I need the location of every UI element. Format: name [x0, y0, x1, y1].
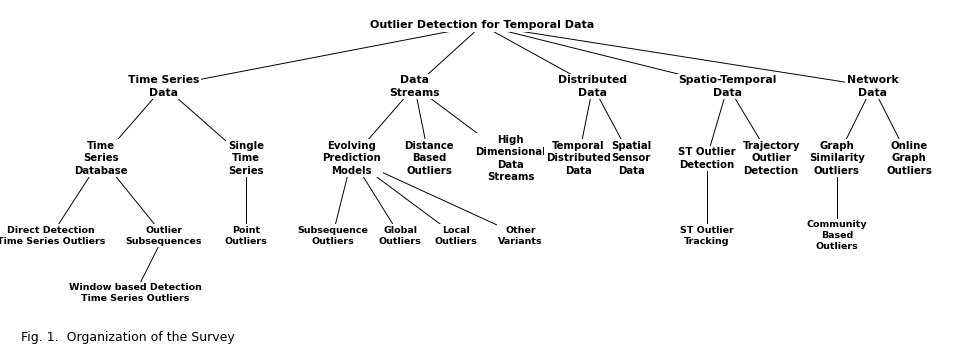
Text: Global
Outliers: Global Outliers: [379, 226, 421, 246]
Text: Temporal
Distributed
Data: Temporal Distributed Data: [546, 141, 611, 176]
Text: Graph
Similarity
Outliers: Graph Similarity Outliers: [809, 141, 865, 176]
Text: Other
Variants: Other Variants: [498, 226, 543, 246]
Text: Community
Based
Outliers: Community Based Outliers: [807, 220, 867, 251]
Text: Spatial
Sensor
Data: Spatial Sensor Data: [611, 141, 652, 176]
Text: Data
Streams: Data Streams: [389, 75, 440, 98]
Text: Subsequence
Outliers: Subsequence Outliers: [297, 226, 368, 246]
Text: Outlier Detection for Temporal Data: Outlier Detection for Temporal Data: [370, 20, 594, 30]
Text: ST Outlier
Tracking: ST Outlier Tracking: [680, 226, 734, 246]
Text: Online
Graph
Outliers: Online Graph Outliers: [886, 141, 932, 176]
Text: Local
Outliers: Local Outliers: [435, 226, 477, 246]
Text: Direct Detection
Time Series Outliers: Direct Detection Time Series Outliers: [0, 226, 105, 246]
Text: High
Dimensional
Data
Streams: High Dimensional Data Streams: [475, 135, 547, 182]
Text: Time Series
Data: Time Series Data: [128, 75, 200, 98]
Text: Window based Detection
Time Series Outliers: Window based Detection Time Series Outli…: [68, 283, 201, 303]
Text: Outlier
Subsequences: Outlier Subsequences: [125, 226, 202, 246]
Text: Evolving
Prediction
Models: Evolving Prediction Models: [323, 141, 381, 176]
Text: Distributed
Data: Distributed Data: [558, 75, 628, 98]
Text: Point
Outliers: Point Outliers: [225, 226, 267, 246]
Text: Network
Data: Network Data: [846, 75, 898, 98]
Text: Fig. 1.  Organization of the Survey: Fig. 1. Organization of the Survey: [21, 331, 235, 344]
Text: Distance
Based
Outliers: Distance Based Outliers: [404, 141, 454, 176]
Text: Time
Series
Database: Time Series Database: [74, 141, 128, 176]
Text: Spatio-Temporal
Data: Spatio-Temporal Data: [679, 75, 777, 98]
Text: Trajectory
Outlier
Detection: Trajectory Outlier Detection: [742, 141, 800, 176]
Text: Single
Time
Series: Single Time Series: [228, 141, 264, 176]
Text: ST Outlier
Detection: ST Outlier Detection: [678, 147, 736, 170]
